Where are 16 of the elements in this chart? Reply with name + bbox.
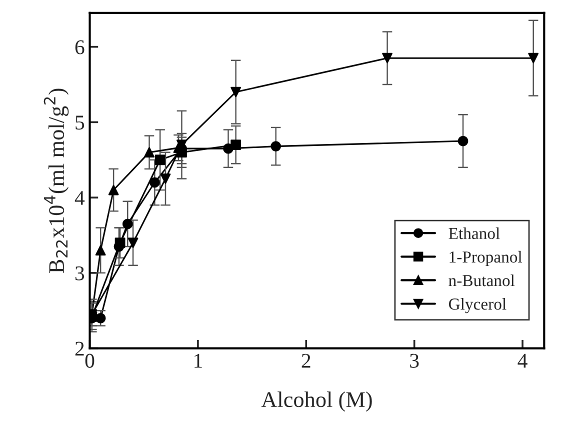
x-tick-label: 1 <box>194 354 202 368</box>
x-tick-label: 2 <box>302 354 310 368</box>
x-axis-title: Alcohol (M) <box>261 392 372 412</box>
x-tick-label: 4 <box>518 354 528 368</box>
y-tick-label: 3 <box>75 266 84 280</box>
legend-label: 1-Propanol <box>450 250 522 266</box>
y-axis-title: B$_{22}$x10$^{4}$(ml mol/g$^{2}$) <box>44 88 69 273</box>
y-tick-label: 4 <box>74 191 85 205</box>
y-tick-label: 2 <box>75 342 84 356</box>
y-tick-label: 5 <box>76 116 84 130</box>
legend-label: n-Butanol <box>448 274 515 286</box>
x-tick-label: 0 <box>85 354 94 368</box>
y-tick-label: 6 <box>75 40 84 54</box>
legend-label: Ethanol <box>448 227 500 240</box>
legend-label: Glycerol <box>448 298 506 314</box>
x-tick-label: 3 <box>410 354 419 368</box>
